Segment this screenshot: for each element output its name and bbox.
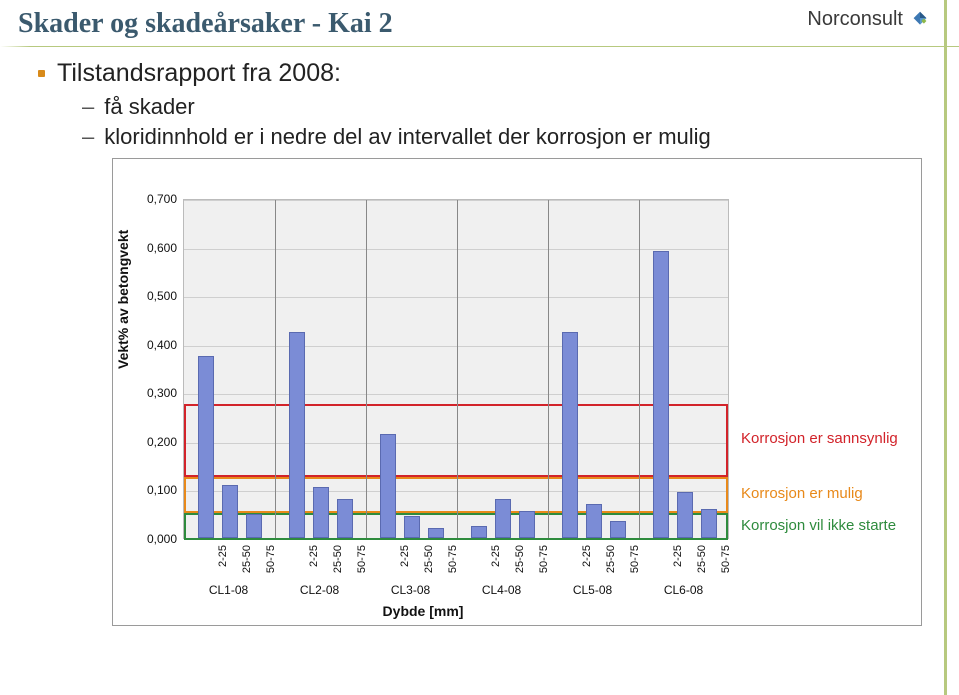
chart-bar: [313, 487, 329, 538]
chart-legend-item: Korrosjon er sannsynlig: [741, 430, 898, 447]
chart-xtick-group: CL6-08: [664, 583, 703, 597]
chart-xtick-group: CL3-08: [391, 583, 430, 597]
chart-xtick-group: CL5-08: [573, 583, 612, 597]
chart-xtick-depth: 2-25: [581, 545, 593, 581]
chart-xtick-depth: 25-50: [605, 545, 617, 581]
header-divider: [0, 46, 959, 47]
chart-ytick: 0,700: [137, 192, 177, 206]
chart-group-separator: [548, 200, 549, 538]
chart-zone: [184, 477, 728, 513]
chart-bar: [653, 251, 669, 538]
chart-xtick-depth: 25-50: [332, 545, 344, 581]
chart-bar: [380, 434, 396, 538]
chart-bar: [586, 504, 602, 538]
chart-plot-area: [183, 199, 729, 539]
brand-mark-icon: [909, 9, 931, 31]
chart-ytick: 0,000: [137, 532, 177, 546]
bullet-icon: [38, 70, 45, 77]
chart-xtick-depth: 50-75: [720, 545, 732, 581]
chart-ytick: 0,600: [137, 241, 177, 255]
chart-xtick-group: CL2-08: [300, 583, 339, 597]
chart-xtick-depth: 25-50: [514, 545, 526, 581]
chart-gridline: [184, 200, 728, 201]
content: Tilstandsrapport fra 2008: – få skader –…: [0, 59, 959, 626]
header: Skader og skadeårsaker - Kai 2 Norconsul…: [0, 0, 959, 46]
chart-bar: [471, 526, 487, 538]
chart-xtick-depth: 2-25: [308, 545, 320, 581]
chart-bar: [198, 356, 214, 538]
chart-xtick-depth: 50-75: [356, 545, 368, 581]
bullet-sub-2: – kloridinnhold er i nedre del av interv…: [82, 124, 909, 150]
chart-group-separator: [457, 200, 458, 538]
chart-xtick-depth: 25-50: [423, 545, 435, 581]
chart-bar: [337, 499, 353, 538]
chart-ytick: 0,200: [137, 435, 177, 449]
chart-bar: [404, 516, 420, 538]
chart-ytick: 0,300: [137, 386, 177, 400]
bullet-sub-1-text: få skader: [104, 94, 195, 120]
chart-bar: [701, 509, 717, 538]
chart-ytick: 0,400: [137, 338, 177, 352]
chart-xtick-depth: 50-75: [538, 545, 550, 581]
chart-bar: [222, 485, 238, 538]
dash-icon: –: [82, 124, 94, 150]
brand-logo: Norconsult: [807, 8, 931, 31]
chart-ylabel: Vekt% av betongvekt: [115, 230, 131, 369]
chart-bar: [428, 528, 444, 538]
chart-xtick-depth: 2-25: [490, 545, 502, 581]
chart-xtick-depth: 25-50: [241, 545, 253, 581]
chart-xtick-group: CL1-08: [209, 583, 248, 597]
chart-bar: [677, 492, 693, 538]
chart-bar: [519, 511, 535, 538]
chart-legend-item: Korrosjon er mulig: [741, 485, 863, 502]
chart-xtick-group: CL4-08: [482, 583, 521, 597]
dash-icon: –: [82, 94, 94, 120]
page-title: Skader og skadeårsaker - Kai 2: [18, 8, 393, 40]
bullet-main-text: Tilstandsrapport fra 2008:: [57, 59, 341, 88]
bullet-main: Tilstandsrapport fra 2008:: [38, 59, 909, 88]
chart-bar: [562, 332, 578, 538]
chart-ytick: 0,100: [137, 483, 177, 497]
chart-xtick-depth: 50-75: [447, 545, 459, 581]
chart-zone: [184, 513, 728, 540]
chart-xtick-depth: 50-75: [265, 545, 277, 581]
page-right-accent: [944, 0, 947, 695]
chart-xtick-depth: 2-25: [399, 545, 411, 581]
chart-bar: [495, 499, 511, 538]
chart-xtick-depth: 50-75: [629, 545, 641, 581]
chart-gridline: [184, 249, 728, 250]
chart-bar: [610, 521, 626, 538]
chart-group-separator: [366, 200, 367, 538]
brand-name: Norconsult: [807, 8, 903, 31]
chart-ytick: 0,500: [137, 289, 177, 303]
chart-group-separator: [275, 200, 276, 538]
chart-gridline: [184, 394, 728, 395]
chart-gridline: [184, 297, 728, 298]
chart-gridline: [184, 346, 728, 347]
chart-xtick-depth: 25-50: [696, 545, 708, 581]
chart-xtick-depth: 2-25: [217, 545, 229, 581]
chart-container: Vekt% av betongvekt Dybde [mm] 0,000 0,10…: [112, 158, 922, 626]
chart-legend-item: Korrosjon vil ikke starte: [741, 517, 896, 534]
chart-zone: [184, 404, 728, 477]
chart-xlabel: Dybde [mm]: [113, 603, 733, 619]
bullet-sub-1: – få skader: [82, 94, 909, 120]
bullet-sub-2-text: kloridinnhold er i nedre del av interval…: [104, 124, 711, 150]
chart-xtick-depth: 2-25: [672, 545, 684, 581]
chart-group-separator: [639, 200, 640, 538]
chart-bar: [246, 514, 262, 538]
chart-bar: [289, 332, 305, 538]
